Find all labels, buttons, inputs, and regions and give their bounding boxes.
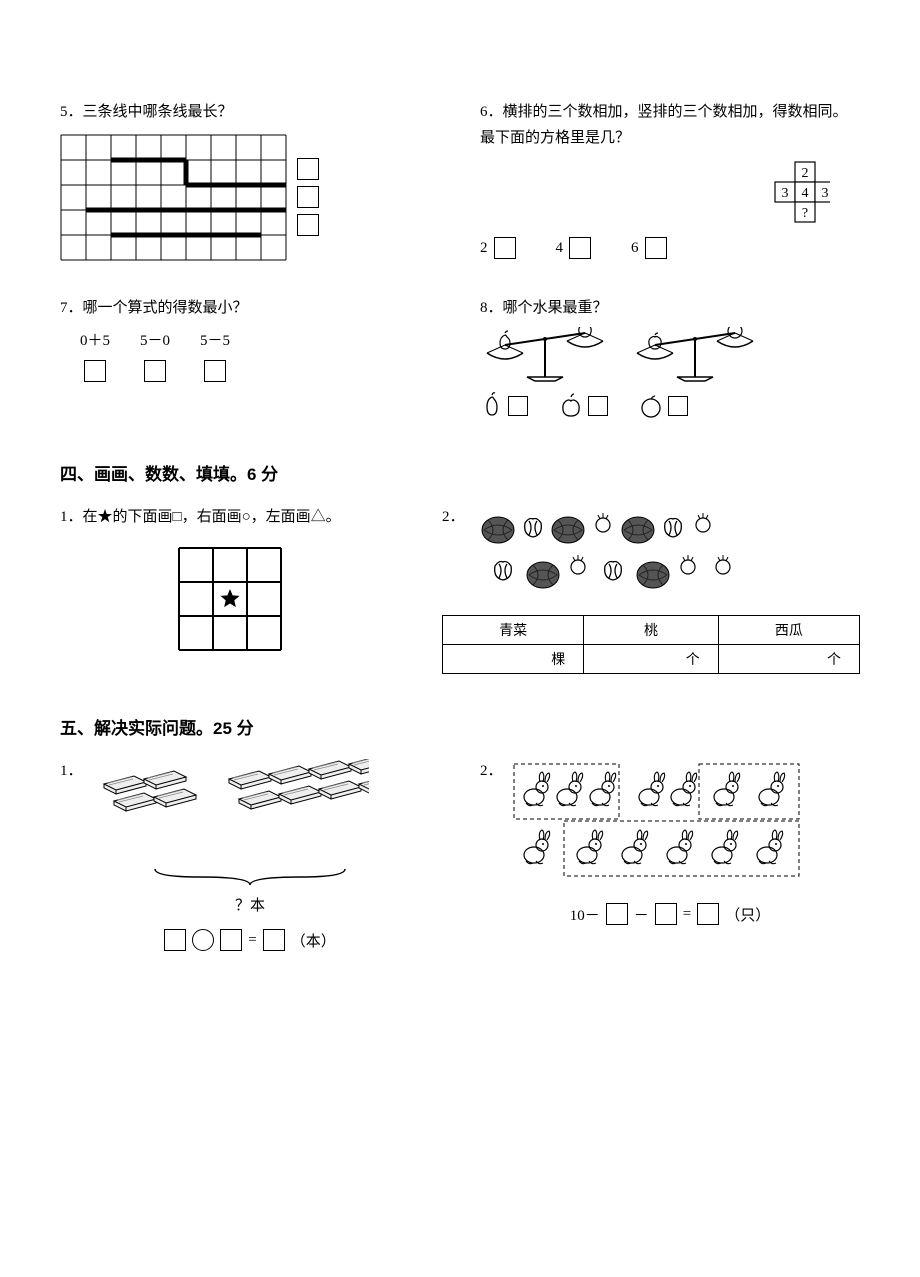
q5-num: 5． [60, 104, 83, 120]
s4-cell-1[interactable]: 棵 [443, 645, 584, 674]
s5q1-box2[interactable] [220, 929, 242, 951]
balance-scale-2 [630, 327, 760, 382]
q6-opt-3[interactable]: 6 [631, 237, 667, 259]
q6-opt-1-box [494, 237, 516, 259]
s5-books-image [89, 759, 369, 869]
orange-icon [638, 393, 664, 419]
s5q2-lead: 10－ [570, 904, 600, 925]
s5-q1-equation: = （本） [60, 929, 440, 951]
section-5-heading: 五、解决实际问题。25 分 [60, 714, 860, 739]
q7-opt-2-label: 5－0 [140, 329, 170, 350]
s5q1-box3[interactable] [263, 929, 285, 951]
q6-opt-3-box [645, 237, 667, 259]
s5q2-box1[interactable] [606, 903, 628, 925]
q5-answer-box-1[interactable] [297, 158, 319, 180]
q6-cross-diagram: 2343? [760, 157, 830, 227]
question-7: 7．哪一个算式的得数最小？ 0＋5 5－0 5－5 [60, 296, 440, 421]
q5-answer-box-3[interactable] [297, 214, 319, 236]
q8-num: 8． [480, 300, 503, 316]
s5-q2-equation: 10－ － = （只） [480, 903, 860, 925]
q7-opt-3-label: 5－5 [200, 329, 230, 350]
svg-text:2: 2 [802, 166, 809, 181]
s5q2-box2[interactable] [655, 903, 677, 925]
s5-q1-caption: ？本 [60, 894, 440, 915]
q5-text: 5．三条线中哪条线最长？ [60, 100, 440, 126]
q8-prompt: 哪个水果最重？ [503, 300, 608, 316]
q5-grid [60, 134, 287, 261]
s5q2-box3[interactable] [697, 903, 719, 925]
s4-cell-3[interactable]: 个 [718, 645, 859, 674]
question-5: 5．三条线中哪条线最长？ [60, 100, 440, 261]
s4-count-table: 青菜 桃 西瓜 棵 个 个 [442, 615, 860, 674]
eq-sign: = [248, 932, 256, 949]
q6-opt-1-label: 2 [480, 240, 488, 257]
q8-opt-orange[interactable] [638, 393, 688, 419]
q8-opt-pear[interactable] [480, 392, 528, 420]
eq-sign-2: = [683, 906, 691, 923]
s4-items-image [473, 505, 753, 605]
q7-opt-1-label: 0＋5 [80, 329, 110, 350]
q7-opt-2-box [144, 360, 166, 382]
s4-3x3-grid[interactable] [176, 545, 286, 655]
s4-q1-num: 1． [60, 509, 83, 525]
s4-q2: 2． 青菜 桃 西瓜 棵 个 个 [442, 505, 860, 674]
s4-q1: 1．在★的下面画□，右面画○，左面画△。 [60, 505, 402, 674]
q6-text: 6．横排的三个数相加，竖排的三个数相加，得数相同。最下面的方格里是几？ [480, 100, 860, 151]
s4-q1-text: 1．在★的下面画□，右面画○，左面画△。 [60, 505, 402, 531]
s4-unit-2: 个 [686, 653, 700, 668]
q6-opt-1[interactable]: 2 [480, 237, 516, 259]
q8-text: 8．哪个水果最重？ [480, 296, 860, 322]
q6-num: 6． [480, 104, 503, 120]
svg-text:4: 4 [802, 186, 809, 201]
s4-th-3: 西瓜 [718, 616, 859, 645]
s4-cell-2[interactable]: 个 [584, 645, 718, 674]
q6-prompt: 横排的三个数相加，竖排的三个数相加，得数相同。最下面的方格里是几？ [480, 104, 848, 146]
svg-text:3: 3 [782, 186, 789, 201]
s5-q2-num: 2． [480, 759, 503, 879]
section-4-heading: 四、画画、数数、填填。6 分 [60, 460, 860, 485]
q7-opt-3-box [204, 360, 226, 382]
s4-unit-3: 个 [827, 653, 841, 668]
s4-q2-num: 2． [442, 505, 465, 605]
s5-rabbits-image [509, 759, 809, 879]
q7-num: 7． [60, 300, 83, 316]
s4-th-2: 桃 [584, 616, 718, 645]
q8-orange-box [668, 396, 688, 416]
q5-answer-box-2[interactable] [297, 186, 319, 208]
q7-text: 7．哪一个算式的得数最小？ [60, 296, 440, 322]
question-8: 8．哪个水果最重？ [480, 296, 860, 421]
q7-opt-1-box [84, 360, 106, 382]
s5q2-unit: （只） [725, 904, 770, 925]
s4-unit-1: 棵 [551, 653, 565, 668]
svg-text:?: ? [802, 206, 808, 221]
q6-opt-2-box [569, 237, 591, 259]
s5q1-op[interactable] [192, 929, 214, 951]
brace-icon [150, 867, 350, 889]
q8-opt-apple[interactable] [558, 393, 608, 419]
q8-apple-box [588, 396, 608, 416]
pear-icon [480, 392, 504, 420]
q5-prompt: 三条线中哪条线最长？ [83, 104, 233, 120]
q7-opt-3[interactable]: 5－5 [200, 329, 230, 382]
s5-q1: 1． ？本 = （本） [60, 759, 440, 951]
q6-opt-2-label: 4 [556, 240, 564, 257]
s5-q1-num: 1． [60, 759, 83, 869]
apple-icon [558, 393, 584, 419]
balance-scale-1 [480, 327, 610, 382]
q6-opt-3-label: 6 [631, 240, 639, 257]
q6-opt-2[interactable]: 4 [556, 237, 592, 259]
q7-prompt: 哪一个算式的得数最小？ [83, 300, 248, 316]
q8-pear-box [508, 396, 528, 416]
s5q1-box1[interactable] [164, 929, 186, 951]
s4-q1-prompt: 在★的下面画□，右面画○，左面画△。 [83, 509, 341, 525]
s5q1-unit: （本） [291, 930, 336, 951]
minus-sign: － [634, 904, 649, 925]
q7-opt-2[interactable]: 5－0 [140, 329, 170, 382]
question-6: 6．横排的三个数相加，竖排的三个数相加，得数相同。最下面的方格里是几？ 2343… [480, 100, 860, 261]
q7-opt-1[interactable]: 0＋5 [80, 329, 110, 382]
svg-text:3: 3 [822, 186, 829, 201]
s4-th-1: 青菜 [443, 616, 584, 645]
s5-q2: 2． 10－ － = （只） [480, 759, 860, 951]
